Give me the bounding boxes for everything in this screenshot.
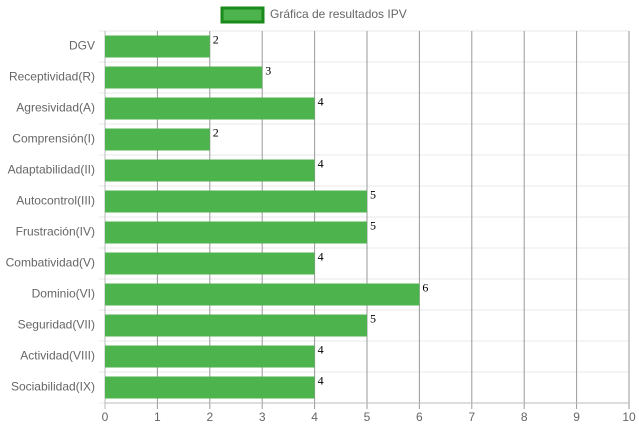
bar [105,66,263,89]
x-tick-label: 3 [259,410,266,424]
y-tick-label: Frustración(IV) [16,225,95,239]
bar [105,159,315,182]
y-tick-label: DGV [69,39,95,53]
data-label: 5 [370,187,376,201]
y-tick-label: Sociabilidad(IX) [11,380,95,394]
bar [105,376,315,399]
y-tick-label: Adaptabilidad(II) [8,163,95,177]
bar [105,221,367,244]
y-tick-label: Dominio(VI) [32,287,95,301]
data-label: 4 [318,342,324,356]
data-label: 2 [213,32,219,46]
legend-label[interactable]: Gráfica de resultados IPV [270,7,407,21]
y-tick-label: Agresividad(A) [16,101,95,115]
x-tick-label: 8 [521,410,528,424]
bar [105,314,367,337]
y-tick-label: Actividad(VIII) [20,349,95,363]
y-tick-label: Autocontrol(III) [16,194,95,208]
legend-swatch[interactable] [220,6,265,24]
data-label: 3 [265,63,271,77]
x-tick-label: 4 [311,410,318,424]
x-tick-label: 10 [622,410,636,424]
x-tick-label: 0 [102,410,109,424]
x-tick-label: 6 [416,410,423,424]
y-tick-label: Receptividad(R) [9,70,95,84]
y-tick-label: Seguridad(VII) [18,318,95,332]
data-label: 4 [318,94,324,108]
bar [105,252,315,275]
legend: Gráfica de resultados IPV [220,6,407,24]
data-label: 4 [318,373,324,387]
bar [105,35,210,58]
x-tick-label: 9 [573,410,580,424]
data-label: 5 [370,218,376,232]
data-label: 2 [213,125,219,139]
data-label: 5 [370,311,376,325]
x-tick-label: 5 [364,410,371,424]
bar [105,128,210,151]
data-label: 4 [318,249,324,263]
bar [105,345,315,368]
y-tick-label: Combatividad(V) [6,256,95,270]
x-tick-label: 2 [206,410,213,424]
x-tick-label: 1 [154,410,161,424]
data-label: 4 [318,156,324,170]
bar [105,283,420,306]
bar [105,190,367,213]
x-tick-label: 7 [468,410,475,424]
y-tick-label: Comprensión(I) [12,132,95,146]
bar [105,97,315,120]
data-label: 6 [422,280,428,294]
